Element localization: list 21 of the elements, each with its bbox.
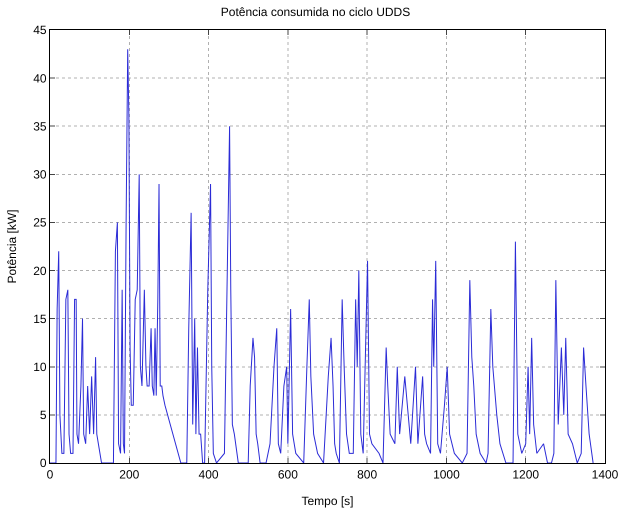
y-tick-label: 20 [33,264,47,278]
y-tick-label: 45 [33,23,47,38]
y-tick-label: 10 [33,360,47,374]
y-tick-label: 5 [40,408,47,422]
x-tick-label: 400 [198,467,219,482]
y-tick-label: 0 [40,456,47,470]
x-tick-label: 600 [278,467,298,482]
x-tick-label: 1200 [512,467,540,482]
x-tick-label: 200 [119,467,140,482]
x-tick-label: 1000 [433,467,460,482]
x-tick-label: 800 [357,467,378,482]
x-axis-title: Tempo [s] [301,494,354,508]
y-tick-label: 25 [33,216,47,230]
y-tick-label: 35 [33,119,47,134]
x-tick-label: 1400 [592,467,619,482]
line-series [50,48,594,463]
y-axis-title: Potência [kW] [5,209,19,284]
y-tick-label: 15 [33,312,47,326]
y-tick-label: 40 [33,71,47,86]
y-tick-label: 30 [33,168,47,182]
chart-title: Potência consumida no ciclo UDDS [220,5,410,20]
